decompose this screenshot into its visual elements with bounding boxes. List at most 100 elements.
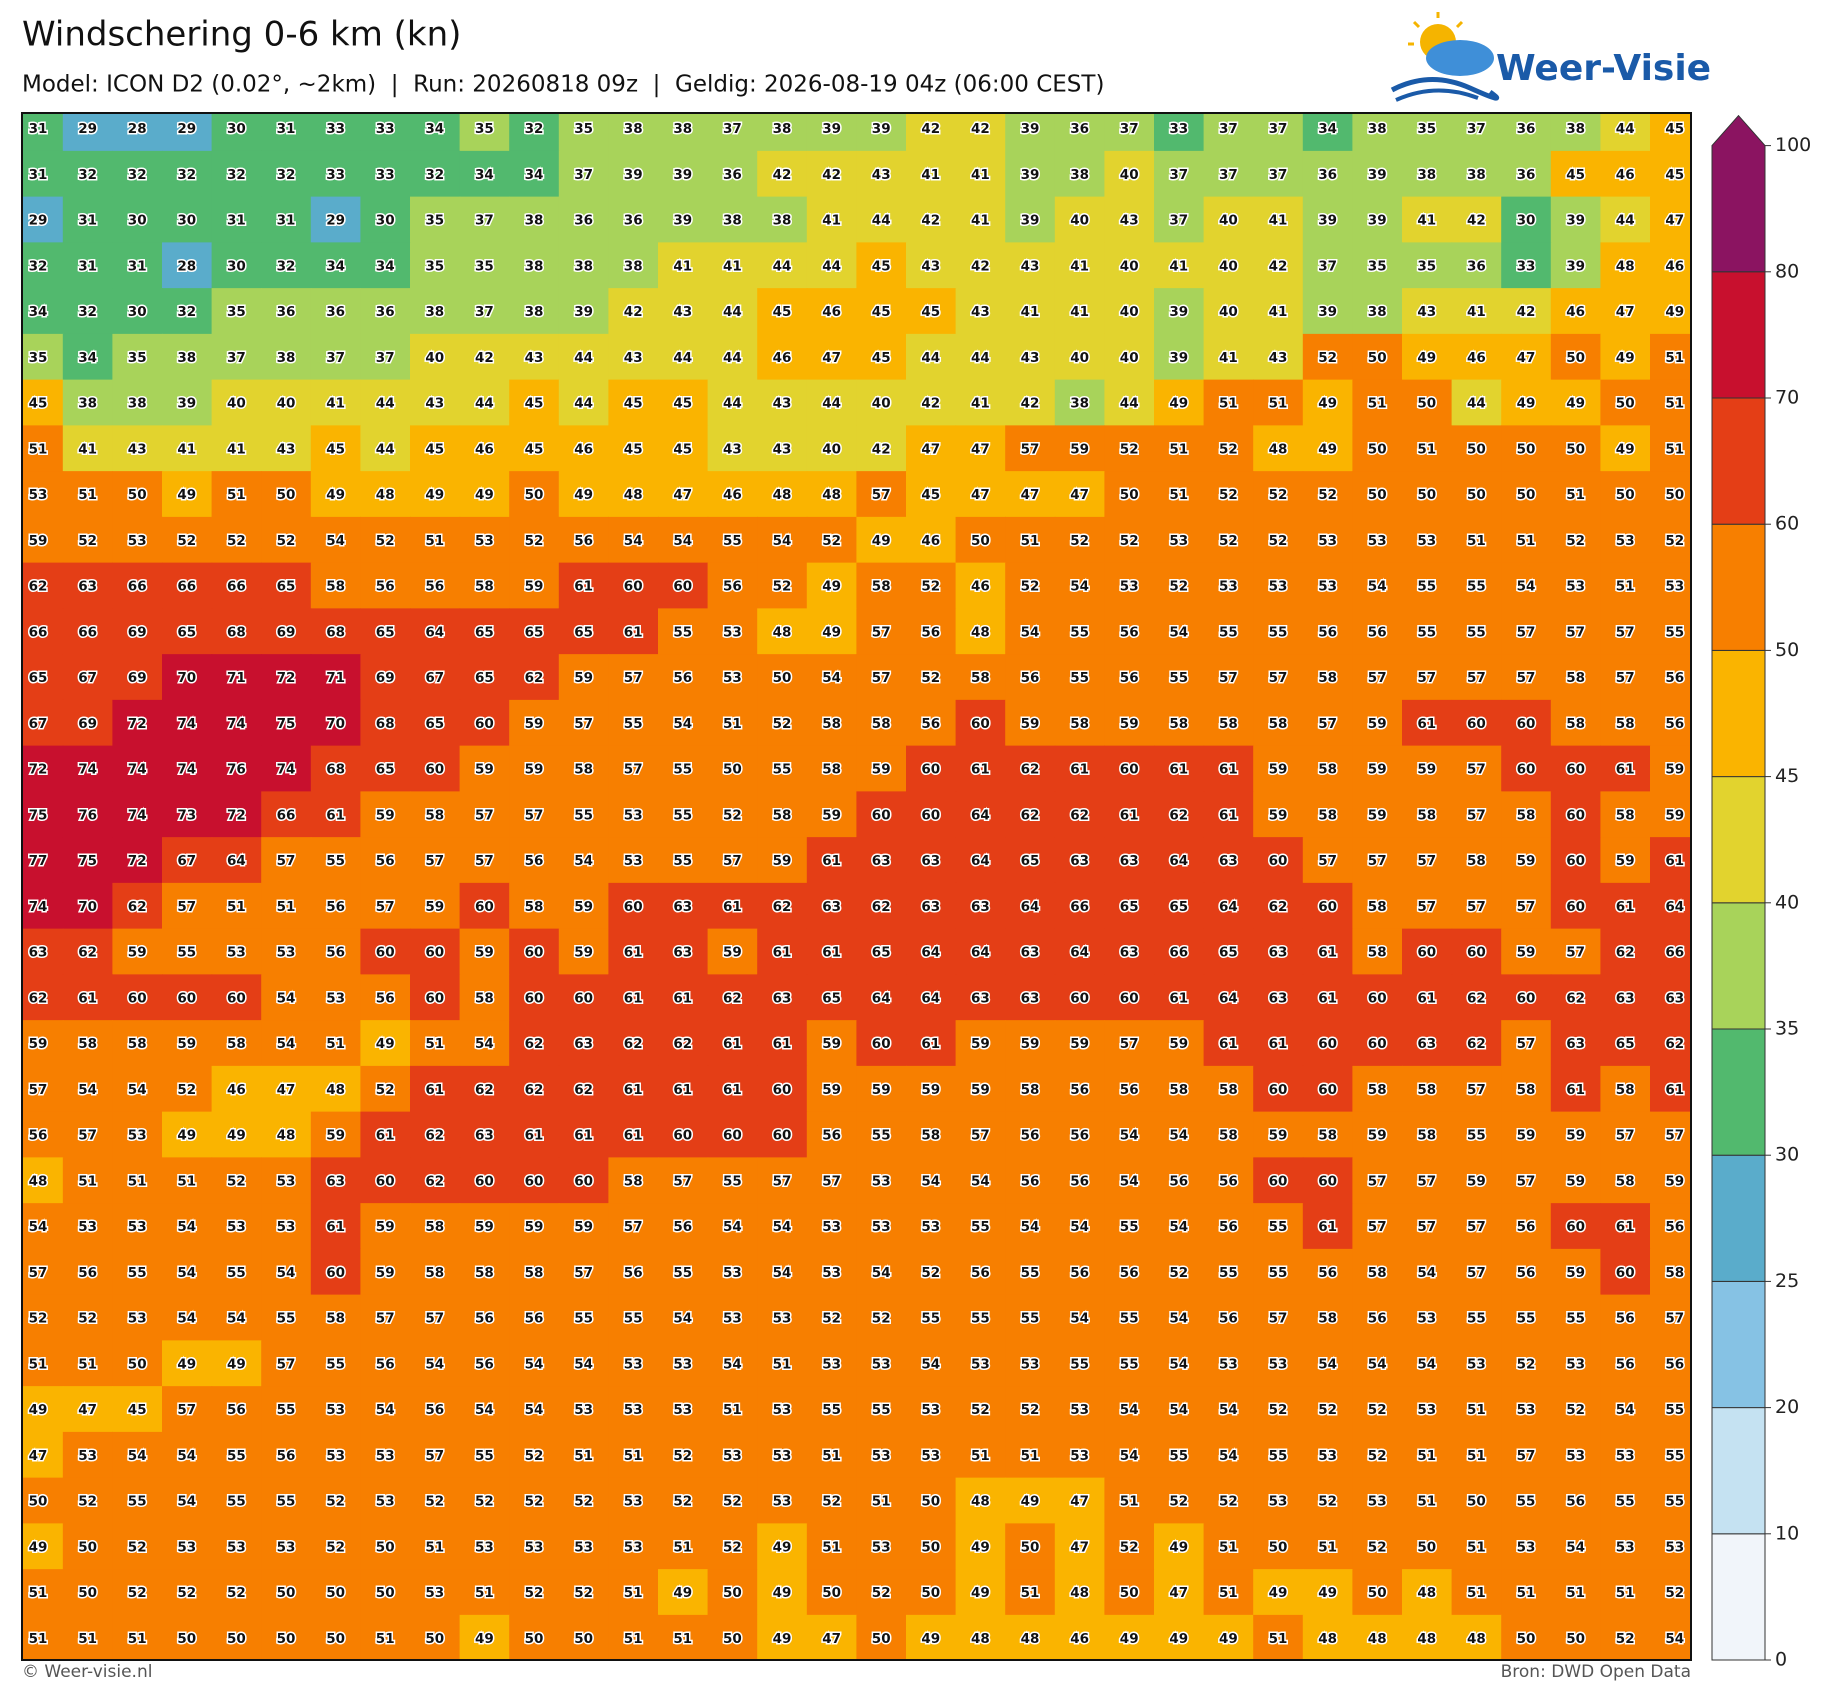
shear-value: 52: [1021, 579, 1040, 595]
shear-value: 54: [673, 1311, 692, 1327]
shear-cell: [261, 471, 312, 518]
shear-value: 52: [872, 1311, 891, 1327]
shear-cell: [261, 1203, 312, 1250]
shear-cell: [906, 837, 957, 884]
shear-value: 32: [78, 167, 97, 183]
shear-value: 49: [1169, 396, 1188, 412]
shear-value: 59: [1417, 762, 1436, 778]
shear-value: 50: [1417, 487, 1436, 503]
shear-cell: [1203, 113, 1254, 152]
shear-value: 76: [78, 807, 97, 823]
shear-cell: [211, 1523, 262, 1570]
shear-cell: [112, 333, 163, 381]
shear-cell: [62, 333, 113, 381]
shear-cell: [261, 562, 312, 609]
colorbar-tick-label: 20: [1775, 1396, 1799, 1418]
shear-value: 42: [872, 441, 891, 457]
shear-cell: [1501, 837, 1552, 884]
shear-cell: [1600, 882, 1651, 930]
shear-value: 58: [921, 1128, 940, 1144]
shear-value: 47: [1021, 487, 1040, 503]
shear-cell: [658, 1111, 709, 1158]
shear-value: 61: [624, 945, 643, 961]
shear-cell: [1650, 974, 1691, 1021]
shear-cell: [1650, 837, 1691, 884]
shear-value: 58: [1318, 762, 1337, 778]
shear-value: 61: [1169, 762, 1188, 778]
shear-cell: [509, 1386, 560, 1433]
shear-cell: [856, 1386, 907, 1433]
shear-value: 63: [29, 945, 48, 961]
shear-cell: [757, 699, 808, 747]
shear-cell: [608, 113, 659, 152]
shear-cell: [1104, 882, 1155, 930]
shear-value: 65: [177, 624, 196, 640]
shear-cell: [62, 288, 113, 335]
shear-cell: [608, 1203, 659, 1250]
colorbar-tick-label: 0: [1775, 1649, 1787, 1671]
shear-cell: [1451, 1203, 1502, 1250]
shear-value: 59: [1665, 762, 1684, 778]
shear-cell: [1451, 882, 1502, 930]
shear-cell: [1302, 974, 1353, 1021]
shear-cell: [1550, 791, 1601, 838]
shear-value: 50: [971, 533, 990, 549]
shear-cell: [1600, 1614, 1651, 1660]
shear-cell: [62, 150, 113, 198]
shear-value: 35: [425, 213, 444, 229]
shear-value: 56: [1616, 1356, 1635, 1372]
shear-cell: [906, 1020, 957, 1067]
shear-cell: [1054, 1065, 1105, 1113]
shear-cell: [757, 1294, 808, 1341]
shear-cell: [806, 1020, 857, 1067]
shear-cell: [1253, 1386, 1304, 1433]
shear-value: 65: [525, 624, 544, 640]
shear-value: 54: [177, 1219, 196, 1235]
shear-cell: [1253, 562, 1304, 609]
shear-cell: [162, 699, 213, 747]
shear-cell: [162, 608, 213, 655]
shear-value: 54: [425, 1356, 444, 1372]
shear-cell: [1302, 1386, 1353, 1433]
shear-value: 69: [128, 624, 147, 640]
shear-cell: [806, 113, 857, 152]
shear-cell: [906, 242, 957, 289]
shear-cell: [707, 1248, 758, 1296]
shear-cell: [62, 1614, 113, 1660]
shear-value: 49: [227, 1356, 246, 1372]
shear-value: 67: [78, 670, 97, 686]
shear-value: 43: [872, 167, 891, 183]
shear-cell: [707, 1157, 758, 1204]
shear-cell: [558, 113, 609, 152]
shear-cell: [658, 196, 709, 243]
shear-value: 54: [673, 533, 692, 549]
shear-value: 58: [971, 670, 990, 686]
shear-cell: [62, 882, 113, 930]
shear-value: 52: [227, 533, 246, 549]
shear-cell: [1600, 562, 1651, 609]
shear-cell: [1253, 654, 1304, 701]
shear-cell: [806, 745, 857, 792]
shear-value: 59: [872, 762, 891, 778]
shear-cell: [1501, 699, 1552, 747]
shear-cell: [1104, 1614, 1155, 1660]
shear-value: 57: [574, 1265, 593, 1281]
shear-value: 52: [822, 1311, 841, 1327]
shear-value: 58: [1021, 1082, 1040, 1098]
shear-value: 48: [1417, 1585, 1436, 1601]
shear-cell: [658, 1477, 709, 1524]
shear-cell: [1203, 745, 1254, 792]
shear-value: 63: [1616, 990, 1635, 1006]
shear-cell: [1600, 242, 1651, 289]
shear-cell: [1402, 562, 1453, 609]
shear-cell: [1203, 974, 1254, 1021]
shear-cell: [955, 425, 1006, 472]
shear-cell: [1005, 882, 1056, 930]
shear-value: 48: [1021, 1631, 1040, 1647]
shear-cell: [1104, 699, 1155, 747]
shear-cell: [112, 113, 163, 152]
shear-value: 52: [723, 807, 742, 823]
shear-value: 57: [1269, 1311, 1288, 1327]
shear-value: 58: [1318, 1128, 1337, 1144]
